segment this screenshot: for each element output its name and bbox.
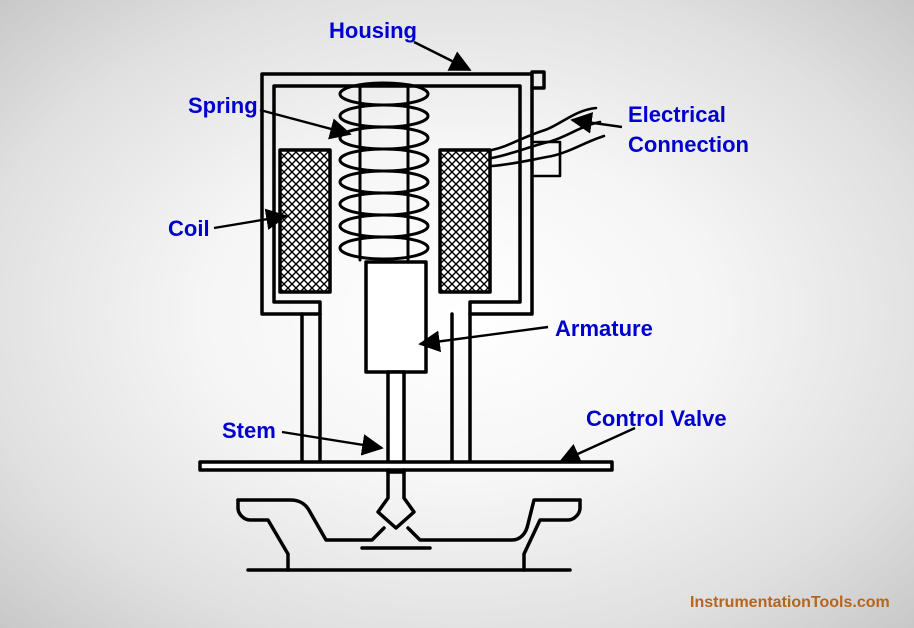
electrical-wires xyxy=(492,108,604,176)
label-spring: Spring xyxy=(188,93,258,119)
label-stem: Stem xyxy=(222,418,276,444)
stem xyxy=(388,372,404,472)
solenoid-valve-diagram xyxy=(0,0,914,628)
coil-left xyxy=(280,150,330,292)
spring xyxy=(340,83,428,260)
label-coil: Coil xyxy=(168,216,210,242)
watermark: InstrumentationTools.com xyxy=(690,594,890,612)
label-armature: Armature xyxy=(555,316,653,342)
arrow-housing xyxy=(414,42,470,70)
arrow-electrical xyxy=(572,120,622,127)
arrow-stem xyxy=(282,432,382,448)
label-electrical: ElectricalConnection xyxy=(628,100,749,159)
armature xyxy=(366,262,426,372)
label-control-valve: Control Valve xyxy=(586,406,727,432)
label-electrical-line1: ElectricalConnection xyxy=(628,102,749,157)
coil-right xyxy=(440,150,490,292)
mounting-plate xyxy=(200,462,612,470)
control-valve-body xyxy=(238,470,580,570)
label-housing: Housing xyxy=(329,18,417,44)
arrow-control-valve xyxy=(560,428,635,462)
arrow-armature xyxy=(420,327,548,344)
